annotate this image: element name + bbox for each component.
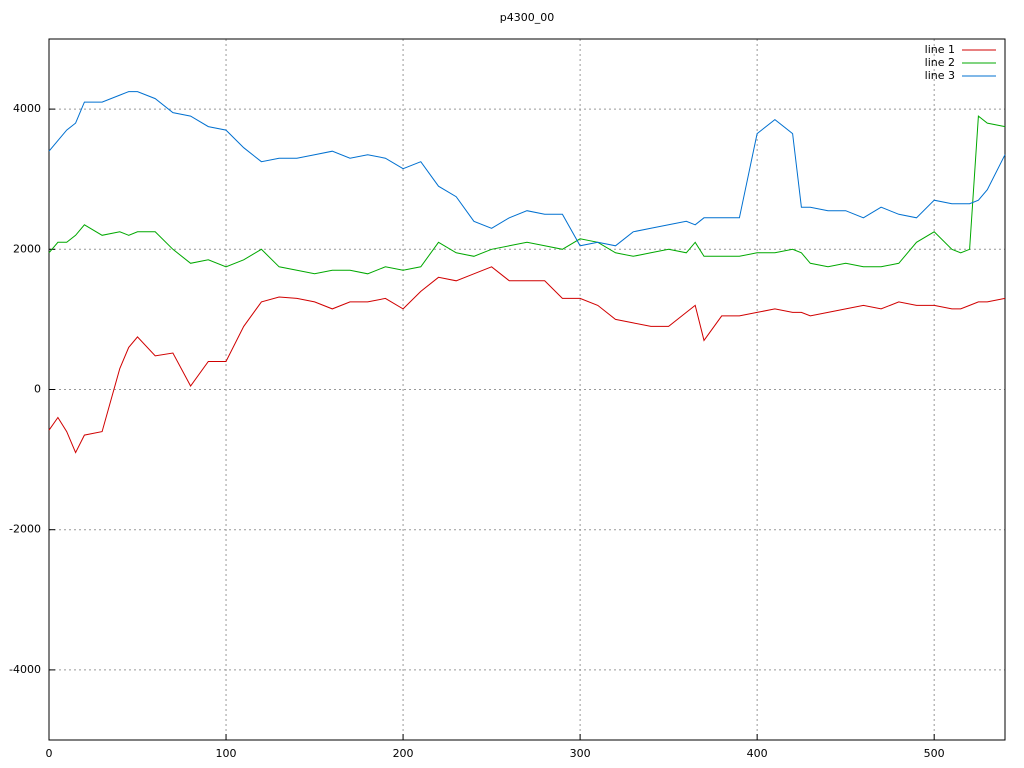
x-tick-label: 300 <box>570 747 591 760</box>
legend-label: line 2 <box>925 56 955 69</box>
y-tick-label: -2000 <box>9 523 41 536</box>
plot-frame <box>48 38 1006 741</box>
y-tick-label: 4000 <box>13 102 41 115</box>
chart-title: p4300_00 <box>500 11 554 24</box>
y-tick-label: -4000 <box>9 663 41 676</box>
y-tick-label: 0 <box>34 383 41 396</box>
legend-label: line 3 <box>925 69 955 82</box>
x-tick-label: 500 <box>924 747 945 760</box>
x-tick-label: 200 <box>393 747 414 760</box>
data-line <box>48 266 1006 454</box>
legend-label: line 1 <box>925 43 955 56</box>
x-tick-label: 0 <box>46 747 53 760</box>
y-tick-label: 2000 <box>13 242 41 255</box>
x-tick-label: 100 <box>216 747 237 760</box>
data-line <box>48 115 1006 275</box>
data-line <box>48 91 1006 247</box>
x-tick-label: 400 <box>747 747 768 760</box>
